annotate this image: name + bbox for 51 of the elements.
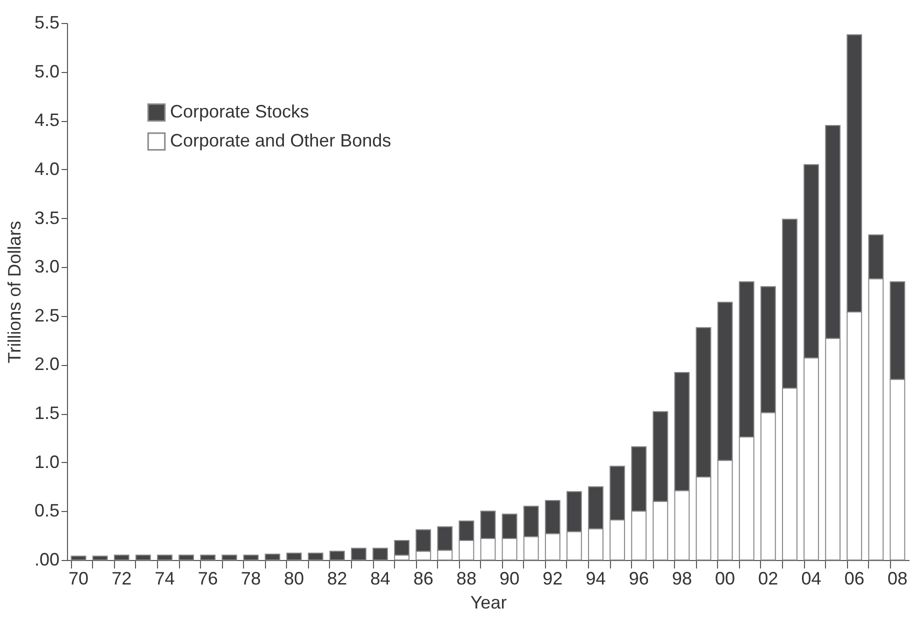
y-tick-label: 3.0 [34, 256, 60, 277]
x-tick-label: 96 [628, 568, 649, 588]
x-tick-label: 74 [154, 568, 175, 588]
y-axis-title: Trillions of Dollars [4, 220, 24, 364]
bar [135, 554, 151, 560]
x-axis-title: Year [470, 592, 507, 612]
x-tick-label: 04 [801, 568, 822, 588]
x-tick-label: 80 [284, 568, 304, 588]
bar [70, 556, 86, 560]
bar [92, 556, 108, 560]
y-tick-label: 0.5 [34, 500, 60, 521]
x-tick-label: 84 [370, 568, 390, 588]
x-tick-label: 72 [112, 568, 132, 588]
y-tick-label: 5.0 [34, 61, 60, 82]
x-tick-label: 82 [327, 568, 348, 588]
x-tick-label: 98 [672, 568, 692, 588]
x-tick-label: 76 [198, 568, 218, 588]
x-tick-label: 70 [68, 568, 89, 588]
bar [114, 554, 130, 560]
y-tick-label: 1.5 [34, 403, 60, 424]
y-tick-label: 2.5 [34, 305, 60, 326]
legend-label: Corporate Stocks [170, 102, 310, 122]
bar [308, 552, 324, 560]
bar [178, 554, 194, 560]
x-tick-label: 06 [844, 568, 864, 588]
y-tick-label: 2.0 [34, 354, 60, 374]
y-tick-label: 3.5 [34, 208, 60, 228]
bar [350, 548, 366, 560]
x-tick-label: 94 [586, 568, 606, 588]
y-tick-label: 1.0 [34, 452, 60, 472]
x-tick-label: 88 [456, 568, 476, 588]
bar [264, 554, 280, 560]
y-tick-label: .00 [34, 550, 60, 570]
y-tick-label: 4.0 [34, 158, 60, 179]
bar [286, 552, 302, 560]
bar [243, 554, 259, 560]
x-tick-label: 78 [240, 568, 261, 588]
bar [200, 554, 216, 560]
legend-label: Corporate and Other Bonds [170, 130, 392, 150]
y-tick-label: 5.5 [34, 12, 60, 32]
x-tick-label: 00 [715, 568, 736, 588]
x-tick-label: 02 [758, 568, 778, 588]
x-tick-label: 08 [887, 568, 908, 588]
y-tick-label: 4.5 [34, 110, 60, 130]
x-tick-label: 90 [500, 568, 520, 588]
bar [329, 550, 345, 560]
bar [157, 554, 172, 560]
bar [372, 548, 388, 560]
x-tick-label: 92 [542, 568, 563, 588]
x-tick-label: 86 [413, 568, 434, 588]
bar [222, 554, 238, 560]
